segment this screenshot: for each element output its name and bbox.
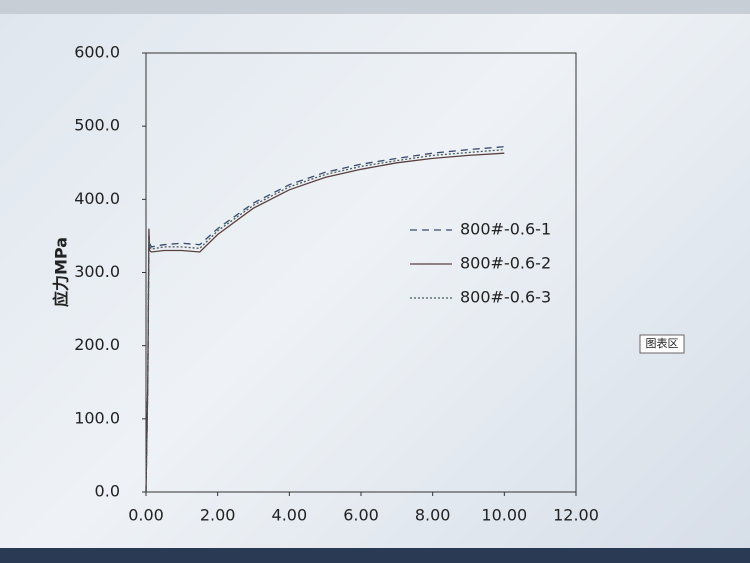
y-tick-label: 0.0 (95, 482, 120, 501)
y-tick-label: 600.0 (74, 43, 120, 62)
y-tick-label: 300.0 (74, 262, 120, 281)
plot-frame (145, 52, 577, 493)
y-tick-label: 200.0 (74, 335, 120, 354)
x-tick-label: 0.00 (128, 506, 164, 525)
taskbar (0, 548, 750, 563)
x-tick-label: 8.00 (415, 506, 451, 525)
series-line (145, 146, 505, 493)
legend-label: 800#-0.6-2 (460, 254, 551, 273)
x-tick-label: 2.00 (200, 506, 236, 525)
ruler (0, 0, 750, 14)
series-line (145, 148, 505, 493)
tooltip: 图表区 (646, 336, 679, 350)
legend-label: 800#-0.6-3 (460, 288, 551, 307)
x-tick-label: 12.00 (553, 506, 599, 525)
y-axis-label: 应力MPa (52, 237, 71, 307)
y-tick-label: 400.0 (74, 189, 120, 208)
x-tick-label: 6.00 (343, 506, 379, 525)
y-tick-label: 500.0 (74, 116, 120, 135)
series-line (145, 152, 505, 493)
legend-label: 800#-0.6-1 (460, 220, 551, 239)
x-tick-label: 10.00 (481, 506, 527, 525)
tooltip-box (639, 334, 685, 354)
x-tick-label: 4.00 (272, 506, 308, 525)
y-tick-label: 100.0 (74, 408, 120, 427)
